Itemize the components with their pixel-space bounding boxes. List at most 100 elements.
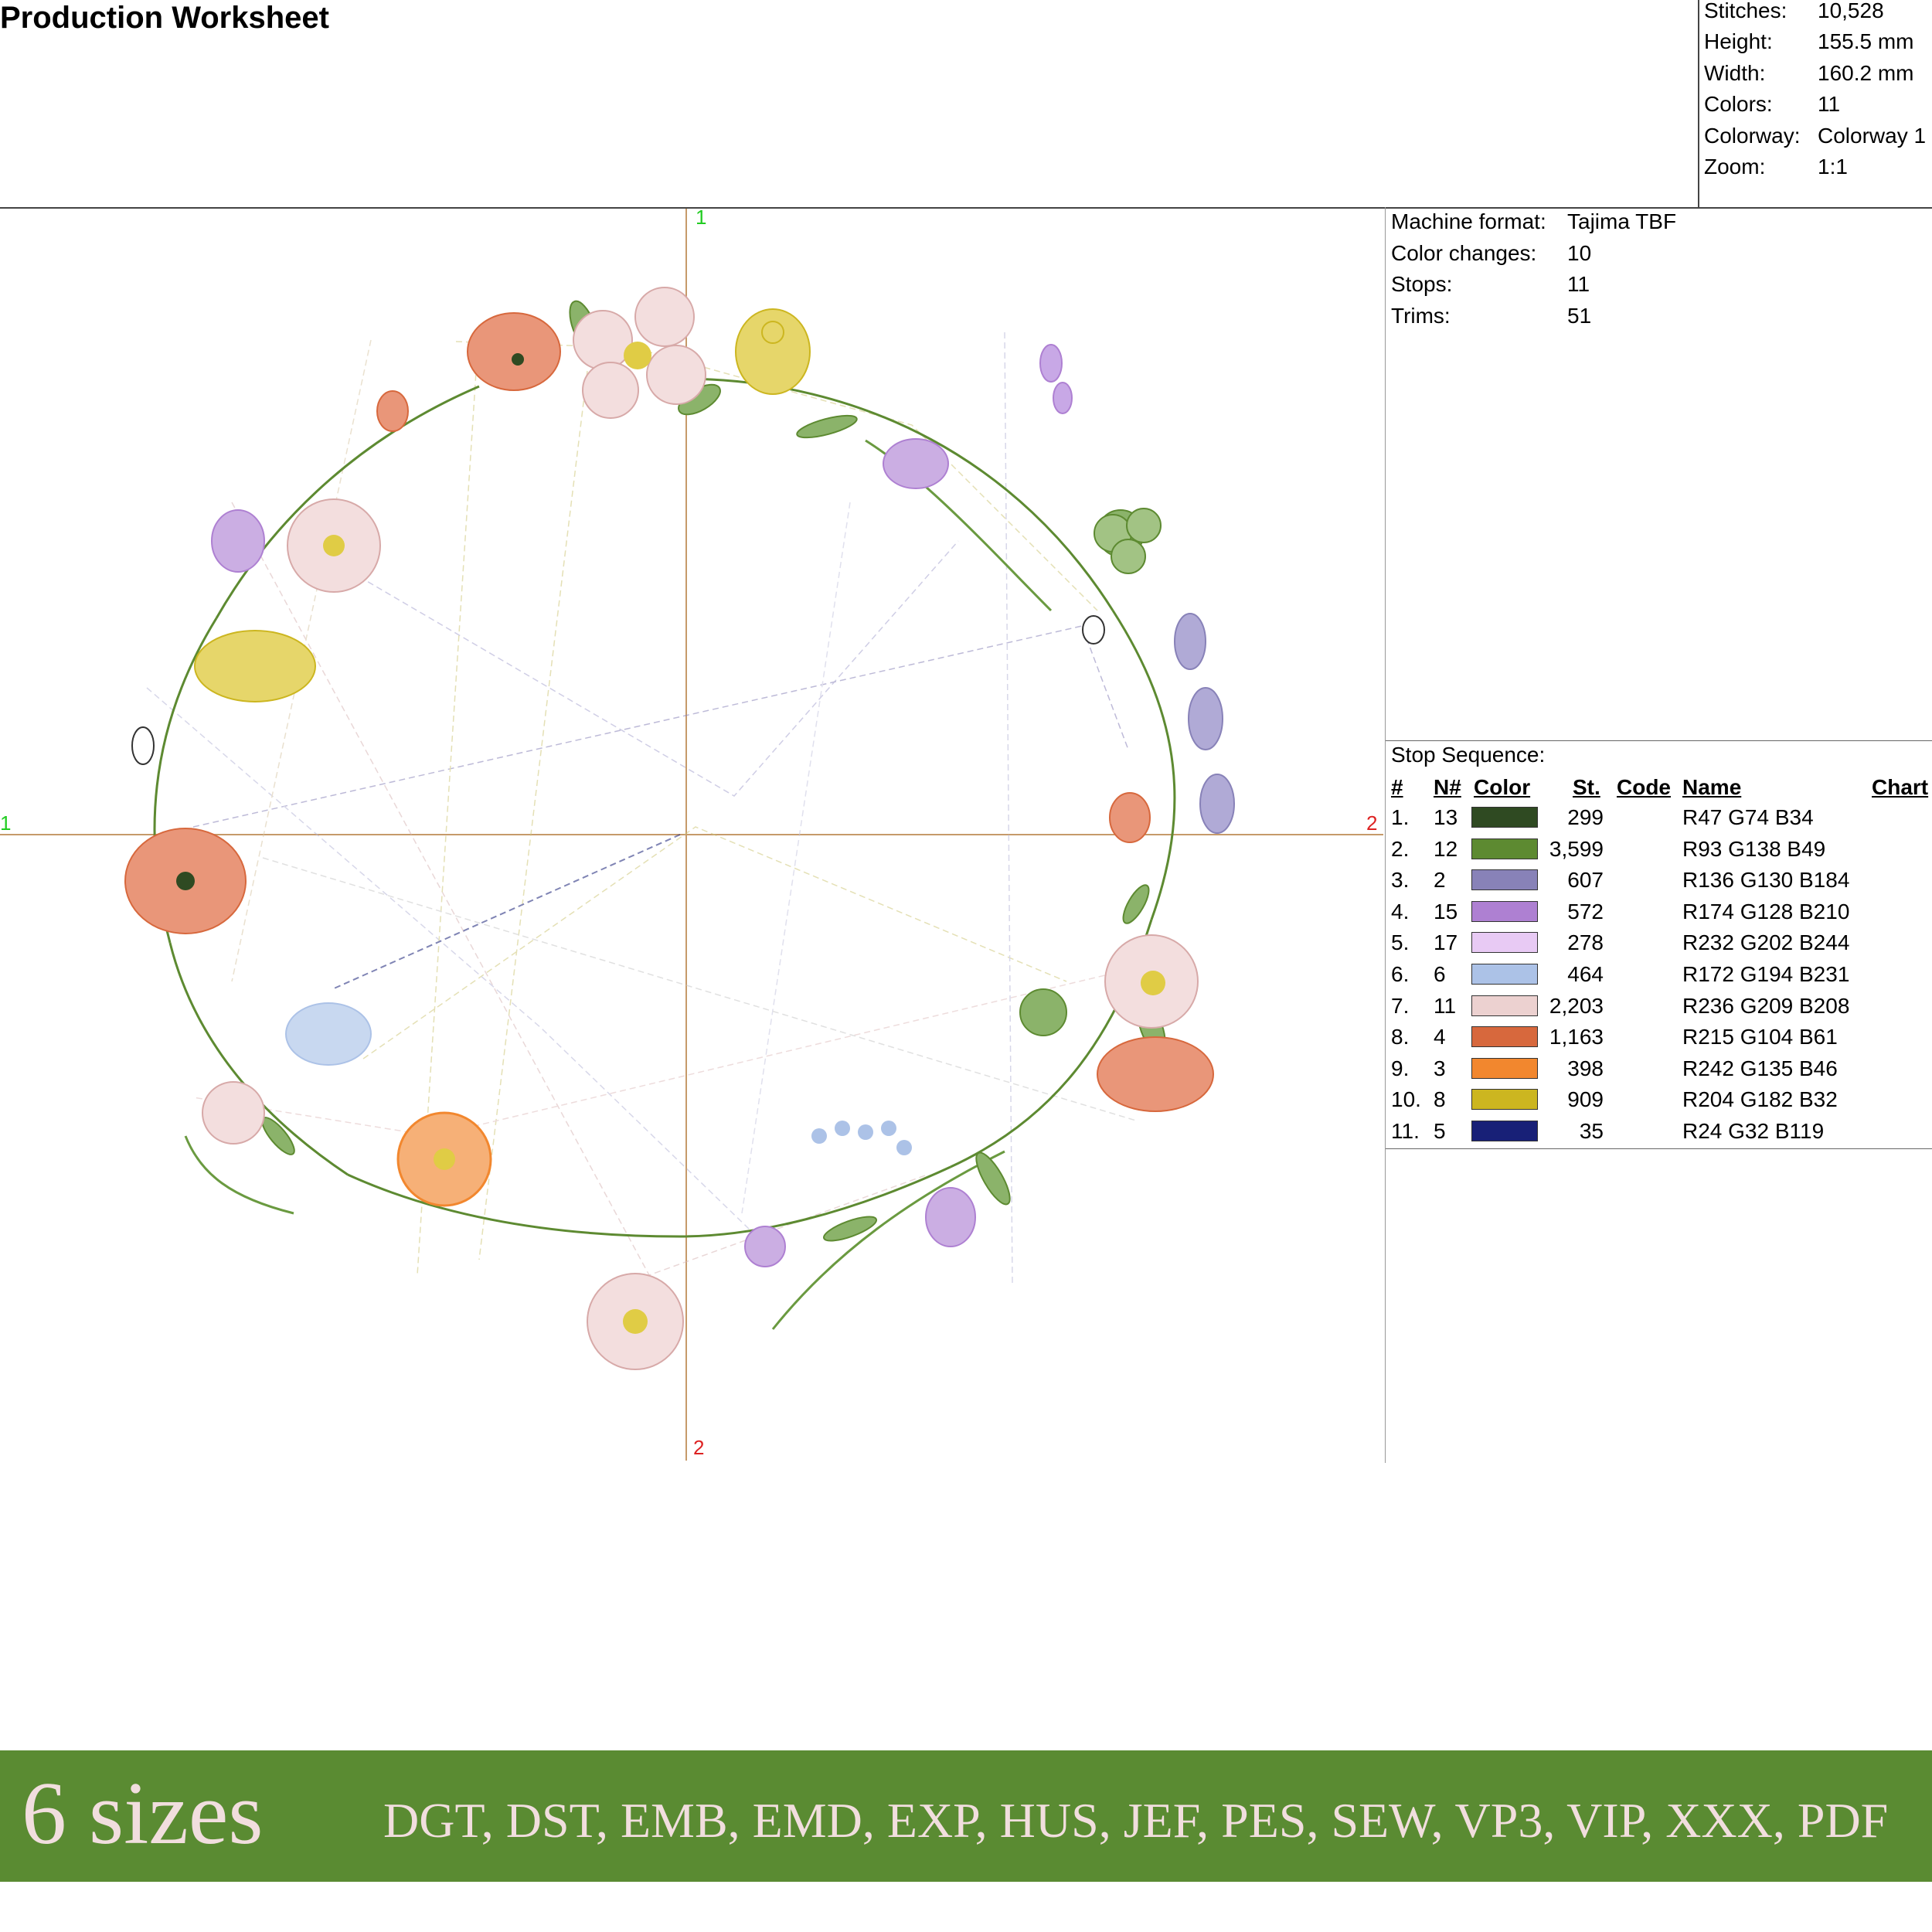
row-number: 5. — [1391, 930, 1410, 954]
stop-sequence-title: Stop Sequence: — [1391, 743, 1546, 767]
header-name: Name — [1682, 775, 1742, 799]
red-poppy-left — [124, 828, 247, 934]
row-number: 10. — [1391, 1087, 1421, 1111]
stops-label: Stops: — [1391, 272, 1453, 296]
red-bud-right — [1109, 792, 1151, 843]
header-stitches: St. — [1573, 775, 1600, 799]
color-swatch — [1471, 995, 1538, 1016]
yellow-poppy-left — [194, 630, 316, 702]
header-chart: Chart — [1872, 775, 1929, 799]
axis-label-top: 1 — [696, 209, 706, 229]
machine-format-value: Tajima TBF — [1567, 209, 1677, 233]
row-needle: 17 — [1434, 930, 1458, 954]
pink-flower-right — [1104, 934, 1199, 1029]
color-swatch — [1471, 901, 1538, 922]
row-color-name: R236 G209 B208 — [1682, 994, 1850, 1018]
row-stitches: 464 — [1567, 962, 1604, 986]
purple-buds-top — [1039, 344, 1073, 414]
purple-bud-bottom — [744, 1226, 786, 1267]
color-swatch — [1471, 807, 1538, 828]
row-needle: 15 — [1434, 900, 1458, 923]
row-needle: 5 — [1434, 1119, 1446, 1143]
pink-flower-small-left — [202, 1081, 265, 1145]
stat-value-height: 155.5 mm — [1818, 29, 1914, 53]
orange-flower-bottom — [396, 1111, 492, 1207]
color-swatch — [1471, 838, 1538, 859]
trims-label: Trims: — [1391, 304, 1451, 328]
pink-flower-bottom — [587, 1273, 684, 1370]
purple-sweetpea-top — [883, 438, 949, 489]
header-divider — [0, 207, 1932, 209]
yellow-flower-top — [735, 308, 811, 395]
row-number: 3. — [1391, 868, 1410, 892]
stat-label-stitches: Stitches: — [1704, 0, 1787, 22]
row-stitches: 2,203 — [1549, 994, 1604, 1018]
color-swatch — [1471, 1089, 1538, 1110]
purple-flower-bottom — [925, 1187, 976, 1247]
design-preview: 1 1 2 2 — [0, 209, 1383, 1461]
row-color-name: R232 G202 B244 — [1682, 930, 1850, 954]
stops-value: 11 — [1567, 272, 1590, 296]
row-number: 11. — [1391, 1119, 1420, 1143]
stat-label-height: Height: — [1704, 29, 1773, 53]
row-stitches: 3,599 — [1549, 837, 1604, 861]
row-number: 9. — [1391, 1056, 1410, 1080]
row-color-name: R215 G104 B61 — [1682, 1025, 1838, 1049]
row-number: 8. — [1391, 1025, 1410, 1049]
color-swatch — [1471, 964, 1538, 985]
row-needle: 12 — [1434, 837, 1458, 861]
row-color-name: R242 G135 B46 — [1682, 1056, 1838, 1080]
blue-flower-left — [285, 1002, 372, 1066]
axis-label-left: 1 — [0, 811, 11, 835]
lavender-right — [1174, 613, 1235, 834]
row-needle: 11 — [1434, 994, 1457, 1018]
row-stitches: 1,163 — [1549, 1025, 1604, 1049]
pink-flower-left — [287, 498, 381, 593]
leaves — [261, 300, 1166, 1242]
color-swatch — [1471, 869, 1538, 890]
pink-flower-top — [573, 287, 706, 419]
banner-sizes-text: 6 sizes — [22, 1764, 264, 1863]
row-number: 2. — [1391, 837, 1410, 861]
color-swatch — [1471, 1026, 1538, 1047]
row-needle: 4 — [1434, 1025, 1446, 1049]
row-needle: 13 — [1434, 805, 1458, 829]
row-needle: 3 — [1434, 1056, 1446, 1080]
color-changes-value: 10 — [1567, 241, 1592, 265]
row-number: 4. — [1391, 900, 1410, 923]
stat-label-zoom: Zoom: — [1704, 155, 1766, 179]
axis-label-bottom: 2 — [693, 1436, 704, 1459]
stat-value-width: 160.2 mm — [1818, 61, 1914, 85]
red-bud-left — [376, 390, 409, 432]
row-color-name: R47 G74 B34 — [1682, 805, 1814, 829]
row-number: 6. — [1391, 962, 1410, 986]
axis-label-right: 2 — [1366, 811, 1377, 835]
stat-value-colors: 11 — [1818, 92, 1841, 116]
row-number: 1. — [1391, 805, 1410, 829]
page-title: Production Worksheet — [0, 1, 329, 35]
row-color-name: R174 G128 B210 — [1682, 900, 1850, 923]
header-color: Color — [1474, 775, 1531, 799]
stop-sequence-top-border — [1386, 740, 1932, 741]
row-color-name: R24 G32 B119 — [1682, 1119, 1825, 1143]
machine-format-label: Machine format: — [1391, 209, 1546, 233]
header-code: Code — [1617, 775, 1671, 799]
purple-flower-left — [211, 509, 265, 573]
row-stitches: 607 — [1567, 868, 1604, 892]
stat-label-width: Width: — [1704, 61, 1766, 85]
stat-label-colors: Colors: — [1704, 92, 1773, 116]
row-stitches: 299 — [1567, 805, 1604, 829]
flowers — [124, 287, 1235, 1370]
stat-label-colorway: Colorway: — [1704, 124, 1801, 148]
red-poppy-top — [467, 312, 561, 391]
row-stitches: 398 — [1567, 1056, 1604, 1080]
row-number: 7. — [1391, 994, 1410, 1018]
clover-right — [1094, 508, 1162, 574]
color-changes-label: Color changes: — [1391, 241, 1537, 265]
row-needle: 8 — [1434, 1087, 1446, 1111]
row-color-name: R204 G182 B32 — [1682, 1087, 1838, 1111]
color-swatch — [1471, 932, 1538, 953]
color-swatch — [1471, 1058, 1538, 1079]
row-color-name: R172 G194 B231 — [1682, 962, 1850, 986]
header-num: # — [1391, 775, 1403, 799]
